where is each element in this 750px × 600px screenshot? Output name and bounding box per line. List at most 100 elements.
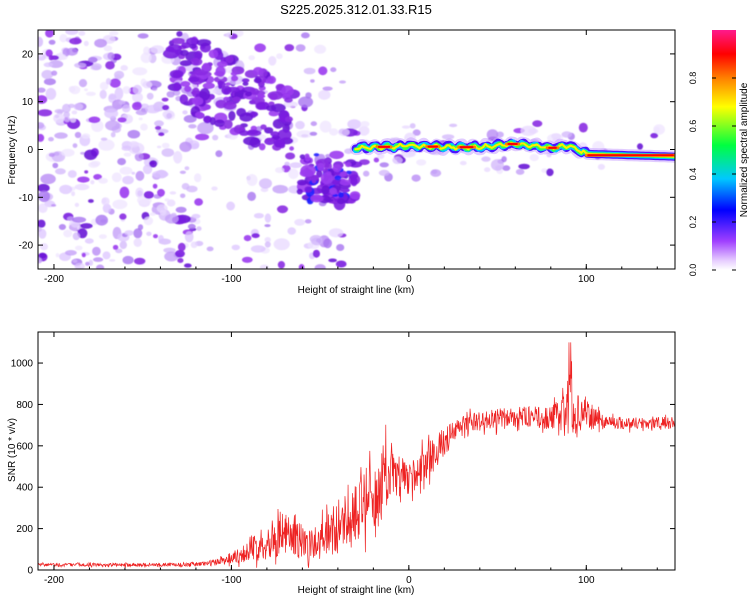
spectrogram-blob [78, 30, 86, 36]
spectrogram-xtick-label: 100 [578, 274, 595, 285]
spectrogram-blob [412, 129, 421, 136]
spectrogram-blob [277, 205, 288, 214]
spectrogram-blob [318, 66, 328, 76]
spectrogram-blob [246, 129, 262, 137]
spectrogram-blob [48, 55, 54, 61]
spectrogram-blob [184, 263, 192, 268]
spectrogram-blob [99, 89, 107, 99]
spectrogram-blob [336, 244, 345, 251]
spectrogram-blob [239, 112, 253, 122]
spectrogram-blob [179, 49, 189, 57]
spectrogram-blob [253, 77, 262, 84]
spectrogram-blob [171, 37, 185, 45]
spectrogram-blob [84, 238, 94, 244]
spectrogram-blob [110, 132, 116, 138]
spectrogram-blob [81, 252, 86, 258]
spectrogram-blob [105, 78, 112, 85]
spectrogram-blob [134, 257, 146, 265]
spectrogram-ytick-label: 10 [22, 97, 34, 108]
spectrogram-blob [74, 202, 80, 207]
spectrogram-blob [212, 134, 219, 141]
spectrogram-blob [166, 91, 175, 98]
snr-frame [37, 331, 676, 571]
spectrogram-blob [133, 228, 143, 239]
spectrogram-blob [121, 145, 132, 151]
spectrogram-blob [156, 145, 162, 149]
spectrogram-blob [182, 110, 188, 115]
spectrogram-blob [105, 120, 121, 131]
spectrogram-blob [215, 99, 227, 109]
spectrogram-blob [127, 129, 141, 139]
spectrogram-blob [166, 112, 172, 119]
spectrogram-blob [299, 154, 306, 160]
spectrogram-blob [153, 234, 158, 239]
spectrogram-blob [378, 169, 390, 176]
spectrogram-blob [140, 103, 150, 109]
spectrogram-blob [296, 188, 303, 195]
spectrogram-blob [40, 173, 56, 185]
spectrogram-blob [118, 100, 126, 105]
spectrogram-blob [345, 161, 352, 168]
spectrogram-blob [52, 162, 59, 169]
spectrogram-blob [284, 116, 293, 123]
spectrogram-blob [101, 197, 110, 206]
spectrogram-blob [80, 223, 93, 229]
spectrogram-blob [532, 120, 543, 127]
spectrogram-blob [70, 117, 77, 123]
spectrogram-blob [43, 78, 56, 86]
spectrogram-blob [149, 212, 156, 216]
spectrogram-blob [216, 61, 228, 68]
spectrogram-blob [363, 170, 370, 177]
spectrogram-blob [71, 110, 78, 115]
spectrogram-blob [83, 40, 89, 47]
spectrogram-blob [114, 87, 124, 100]
spectrogram-ytick-label: 20 [22, 49, 34, 60]
spectrogram-blob [326, 171, 332, 176]
spectrogram-blob [55, 253, 60, 258]
spectrogram-blob [199, 88, 211, 101]
spectrogram-blob [578, 122, 588, 133]
spectrogram-blobs [38, 30, 675, 269]
spectrogram-blob [338, 192, 344, 198]
spectrogram-blob [184, 231, 194, 243]
spectrogram-blob [256, 101, 270, 110]
spectrogram-blob [48, 152, 56, 157]
spectrogram-blob [123, 152, 132, 157]
spectrogram-blob [161, 97, 169, 102]
spectrogram-blob [214, 119, 226, 127]
spectrogram-blob [243, 136, 260, 146]
spectrogram-blob [270, 131, 280, 137]
spectrogram-content [38, 30, 675, 269]
spectrogram-blob [146, 231, 152, 236]
snr-ytick-label: 0 [27, 566, 33, 577]
spectrogram-blob [128, 142, 145, 155]
spectrogram-blob [320, 172, 334, 185]
spectrogram-blob [65, 30, 79, 35]
spectrogram-blob [330, 67, 337, 73]
spectrogram-blob [305, 155, 311, 162]
snr-xtick-label: 100 [578, 575, 595, 586]
spectrogram-blob [142, 164, 153, 175]
spectrogram-blob [45, 30, 54, 38]
spectrogram-blob [105, 61, 115, 70]
spectrogram-blob [194, 198, 204, 206]
spectrogram-blob [137, 190, 143, 197]
spectrogram-blob [98, 139, 115, 151]
spectrogram-blob [346, 170, 352, 175]
spectrogram-blob [99, 81, 109, 91]
spectrogram-blob [337, 198, 345, 205]
spectrogram-blob [94, 38, 107, 48]
spectrogram-blob [196, 226, 202, 231]
colorbar-tick-label: 0.2 [688, 216, 698, 229]
spectrogram-blob [231, 244, 240, 251]
spectrogram-blob [347, 119, 362, 130]
spectrogram-blob [45, 87, 57, 100]
spectrogram-blob [59, 54, 67, 60]
spectrogram-blob [109, 259, 116, 262]
spectrogram-blob [88, 116, 101, 124]
spectrogram-blob [339, 187, 350, 193]
spectrogram-blob [77, 176, 90, 183]
spectrogram-blob [276, 53, 283, 60]
spectrogram-xtick-label: 0 [406, 274, 412, 285]
spectrogram-blob [190, 241, 198, 249]
